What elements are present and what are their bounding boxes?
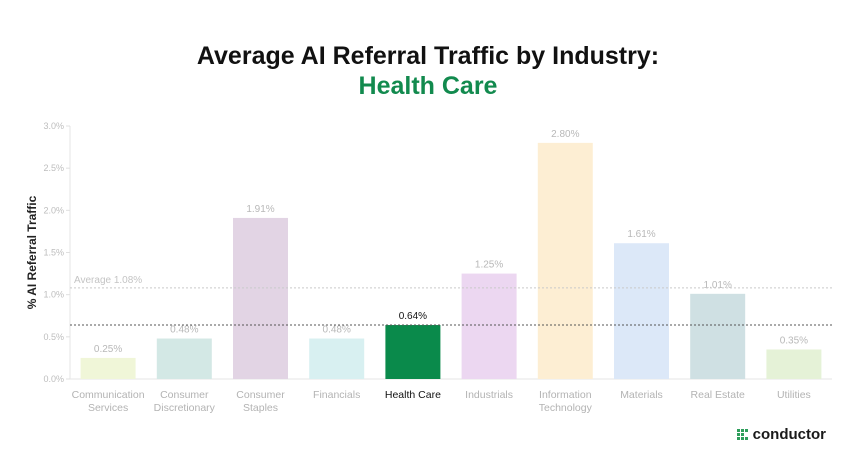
data-label: 1.01% xyxy=(704,280,732,291)
x-tick-label: Industrials xyxy=(465,389,513,401)
bar xyxy=(385,325,441,379)
x-tick-label: Information xyxy=(539,389,592,401)
data-label: 0.35% xyxy=(780,335,808,346)
bar xyxy=(309,338,365,379)
x-tick-label: Services xyxy=(88,402,128,414)
data-label: 0.25% xyxy=(94,344,122,355)
data-label: 2.80% xyxy=(551,129,579,140)
y-tick-label: 0.0% xyxy=(43,374,64,384)
x-tick-label: Health Care xyxy=(385,389,441,401)
bar xyxy=(690,293,746,379)
brand-name: conductor xyxy=(752,426,826,443)
x-tick-label: Consumer xyxy=(236,389,285,401)
chart-subtitle: Health Care xyxy=(358,72,498,100)
x-tick-label: Financials xyxy=(313,389,360,401)
x-tick-label: Discretionary xyxy=(154,402,216,414)
y-tick-label: 2.0% xyxy=(43,205,64,215)
x-tick-label: Staples xyxy=(243,402,278,414)
data-label: 0.48% xyxy=(323,325,351,336)
data-label: 1.91% xyxy=(246,204,274,215)
y-tick-label: 2.5% xyxy=(43,163,64,173)
data-label: 1.25% xyxy=(475,260,503,271)
x-tick-label: Consumer xyxy=(160,389,209,401)
x-tick-label: Technology xyxy=(539,402,593,414)
data-label: 0.64% xyxy=(399,311,427,322)
y-axis-label: % AI Referral Traffic xyxy=(25,195,39,309)
x-tick-label: Utilities xyxy=(777,389,811,401)
y-tick-label: 1.5% xyxy=(43,248,64,258)
bar xyxy=(233,217,288,379)
x-tick-label: Real Estate xyxy=(691,389,745,401)
y-tick-label: 1.0% xyxy=(43,290,64,300)
bar xyxy=(766,349,822,379)
conductor-logo-icon xyxy=(736,428,749,441)
average-label: Average 1.08% xyxy=(74,275,142,286)
y-tick-label: 3.0% xyxy=(43,121,64,131)
data-label: 0.48% xyxy=(170,325,198,336)
data-label: 1.61% xyxy=(627,229,655,240)
bar xyxy=(461,273,517,379)
bar xyxy=(80,357,136,379)
x-tick-label: Materials xyxy=(620,389,663,401)
x-tick-label: Communication xyxy=(72,389,145,401)
bar xyxy=(537,142,593,379)
bar xyxy=(614,243,669,379)
bar xyxy=(156,338,212,379)
brand-logo: conductor xyxy=(736,426,826,443)
y-tick-label: 0.5% xyxy=(43,332,64,342)
chart-title: Average AI Referral Traffic by Industry: xyxy=(196,42,660,70)
